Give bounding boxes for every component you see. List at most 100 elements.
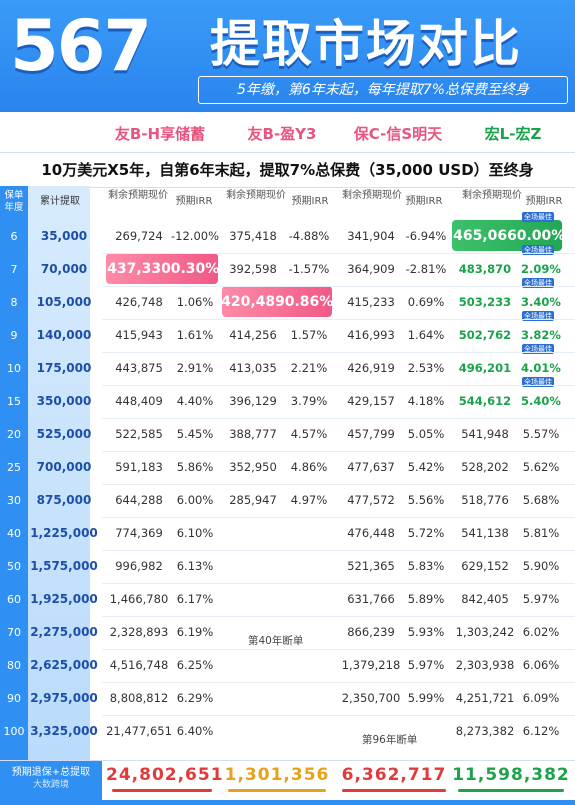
irr-cell (284, 682, 334, 715)
cumulative-cell: 175,000 (36, 361, 92, 375)
table-row: 7 70,000 437,330 0.30% 392,598 -1.57% 364,909-… (0, 253, 575, 286)
value-cell: 1,303,242 (455, 625, 515, 639)
irr-cell: 5.97% (407, 658, 445, 672)
value-cell: 503,233 (458, 295, 512, 309)
cumulative-cell: 140,000 (36, 328, 92, 342)
value-cell: 426,919 (347, 361, 395, 375)
value-cell: 2,303,938 (455, 658, 515, 672)
best-badge: 全场最佳 (522, 245, 554, 255)
col-header-irr-1: 预期IRR (175, 196, 213, 207)
year-cell: 20 (7, 428, 21, 441)
cumulative-cell: 700,000 (36, 460, 92, 474)
irr-cell (284, 583, 334, 616)
col-header-value-1: 剩余预期现价 (108, 190, 168, 201)
col-header-value-3: 剩余预期现价 (342, 190, 402, 201)
cumulative-cell: 105,000 (36, 295, 92, 309)
value-cell: 477,637 (347, 460, 395, 474)
value-cell: 631,766 (347, 592, 395, 606)
value-cell (220, 715, 286, 748)
value-cell: 465,066 (453, 228, 517, 244)
value-cell: 483,870 (458, 262, 512, 276)
cumulative-cell: 2,975,000 (30, 691, 98, 705)
irr-cell: 5.40% (521, 394, 561, 408)
totals-footer: 预期退保+总提取 大数跨境 24,802,651 1,301,356 6,362… (0, 760, 575, 805)
value-cell: 8,273,382 (455, 724, 515, 738)
irr-cell: 3.79% (290, 394, 328, 408)
table-row: 100 3,325,000 21,477,651 6.40% 8,273,382 6.12… (0, 715, 575, 748)
row-separator (102, 451, 575, 452)
year-cell: 90 (7, 692, 21, 705)
value-cell: 476,448 (347, 526, 395, 540)
value-cell: 522,585 (115, 427, 163, 441)
value-cell: 644,288 (115, 493, 163, 507)
table-row: 40 1,225,000 774,369 6.10% 476,448 5.72% 541,1… (0, 517, 575, 550)
year-cell: 30 (7, 494, 21, 507)
row-separator (102, 715, 575, 716)
table-row: 25 700,000 591,183 5.86% 352,950 4.86% 477,637… (0, 451, 575, 484)
underline-product-1 (112, 789, 212, 792)
irr-cell: -2.81% (405, 262, 447, 276)
header-title: 提取市场对比 (210, 15, 522, 73)
table-row: 60 1,925,000 1,466,780 6.17% 631,766 5.89% 842… (0, 583, 575, 616)
irr-cell: 5.72% (407, 526, 445, 540)
irr-cell: 4.97% (290, 493, 328, 507)
header-number: 567 (10, 5, 152, 87)
value-cell (220, 583, 286, 616)
irr-cell: 5.86% (176, 460, 214, 474)
year-column-bg (0, 186, 28, 799)
irr-cell: -12.00% (171, 229, 219, 243)
best-badge: 全场最佳 (522, 311, 554, 321)
irr-cell: 4.18% (407, 394, 445, 408)
total-product-1: 24,802,651 (106, 765, 224, 785)
year-cell: 80 (7, 659, 21, 672)
irr-cell: 5.56% (407, 493, 445, 507)
irr-cell (284, 715, 334, 748)
irr-cell: 0.86% (284, 294, 334, 310)
irr-cell: 4.01% (521, 361, 561, 375)
value-cell (220, 649, 286, 682)
col-header-value-2: 剩余预期现价 (226, 190, 286, 201)
year-cell: 15 (7, 395, 21, 408)
table-row: 20 525,000 522,585 5.45% 388,777 4.57% 457,799… (0, 418, 575, 451)
product-name-2: 友B-盈Y3 (247, 125, 317, 143)
col-header-irr-2: 预期IRR (291, 196, 329, 207)
value-cell (220, 550, 286, 583)
watermark: 大数跨境 (32, 780, 69, 790)
irr-cell: 0.69% (407, 295, 445, 309)
irr-cell (284, 550, 334, 583)
table-row: 15 350,000 448,409 4.40% 396,129 3.79% 429,157… (0, 385, 575, 418)
value-cell: 496,201 (458, 361, 512, 375)
year-cell: 60 (7, 593, 21, 606)
irr-cell: 4.40% (176, 394, 214, 408)
underline-product-4 (458, 789, 564, 792)
row-separator (102, 319, 575, 320)
value-cell: 591,183 (115, 460, 163, 474)
value-cell: 541,138 (461, 526, 509, 540)
table-row: 8 105,000 426,748 1.06% 420,489 0.86% 415,233 0… (0, 286, 575, 319)
value-cell: 629,152 (461, 559, 509, 573)
value-cell: 392,598 (229, 262, 277, 276)
year-cell: 40 (7, 527, 21, 540)
irr-cell: 1.06% (176, 295, 214, 309)
irr-cell: 2.21% (290, 361, 328, 375)
irr-cell: 6.25% (176, 658, 214, 672)
value-cell: 866,239 (347, 625, 395, 639)
irr-cell: 1.61% (176, 328, 214, 342)
col-header-value-4: 剩余预期现价 (462, 190, 522, 201)
row-separator (102, 418, 575, 419)
value-cell: 396,129 (229, 394, 277, 408)
value-cell: 426,748 (115, 295, 163, 309)
best-badge: 全场最佳 (522, 212, 554, 222)
row-separator (102, 385, 575, 386)
value-cell: 388,777 (229, 427, 277, 441)
table-row: 9 140,000 415,943 1.61% 414,256 1.57% 416,993 1… (0, 319, 575, 352)
value-cell: 413,035 (229, 361, 277, 375)
total-product-4: 11,598,382 (452, 765, 570, 785)
value-cell: 415,943 (115, 328, 163, 342)
irr-cell: 5.89% (407, 592, 445, 606)
irr-cell: 6.06% (522, 658, 560, 672)
product-name-3: 保C-信S明天 (353, 125, 443, 143)
irr-cell: -6.94% (405, 229, 447, 243)
row-separator (102, 583, 575, 584)
cumulative-cell: 875,000 (36, 493, 92, 507)
